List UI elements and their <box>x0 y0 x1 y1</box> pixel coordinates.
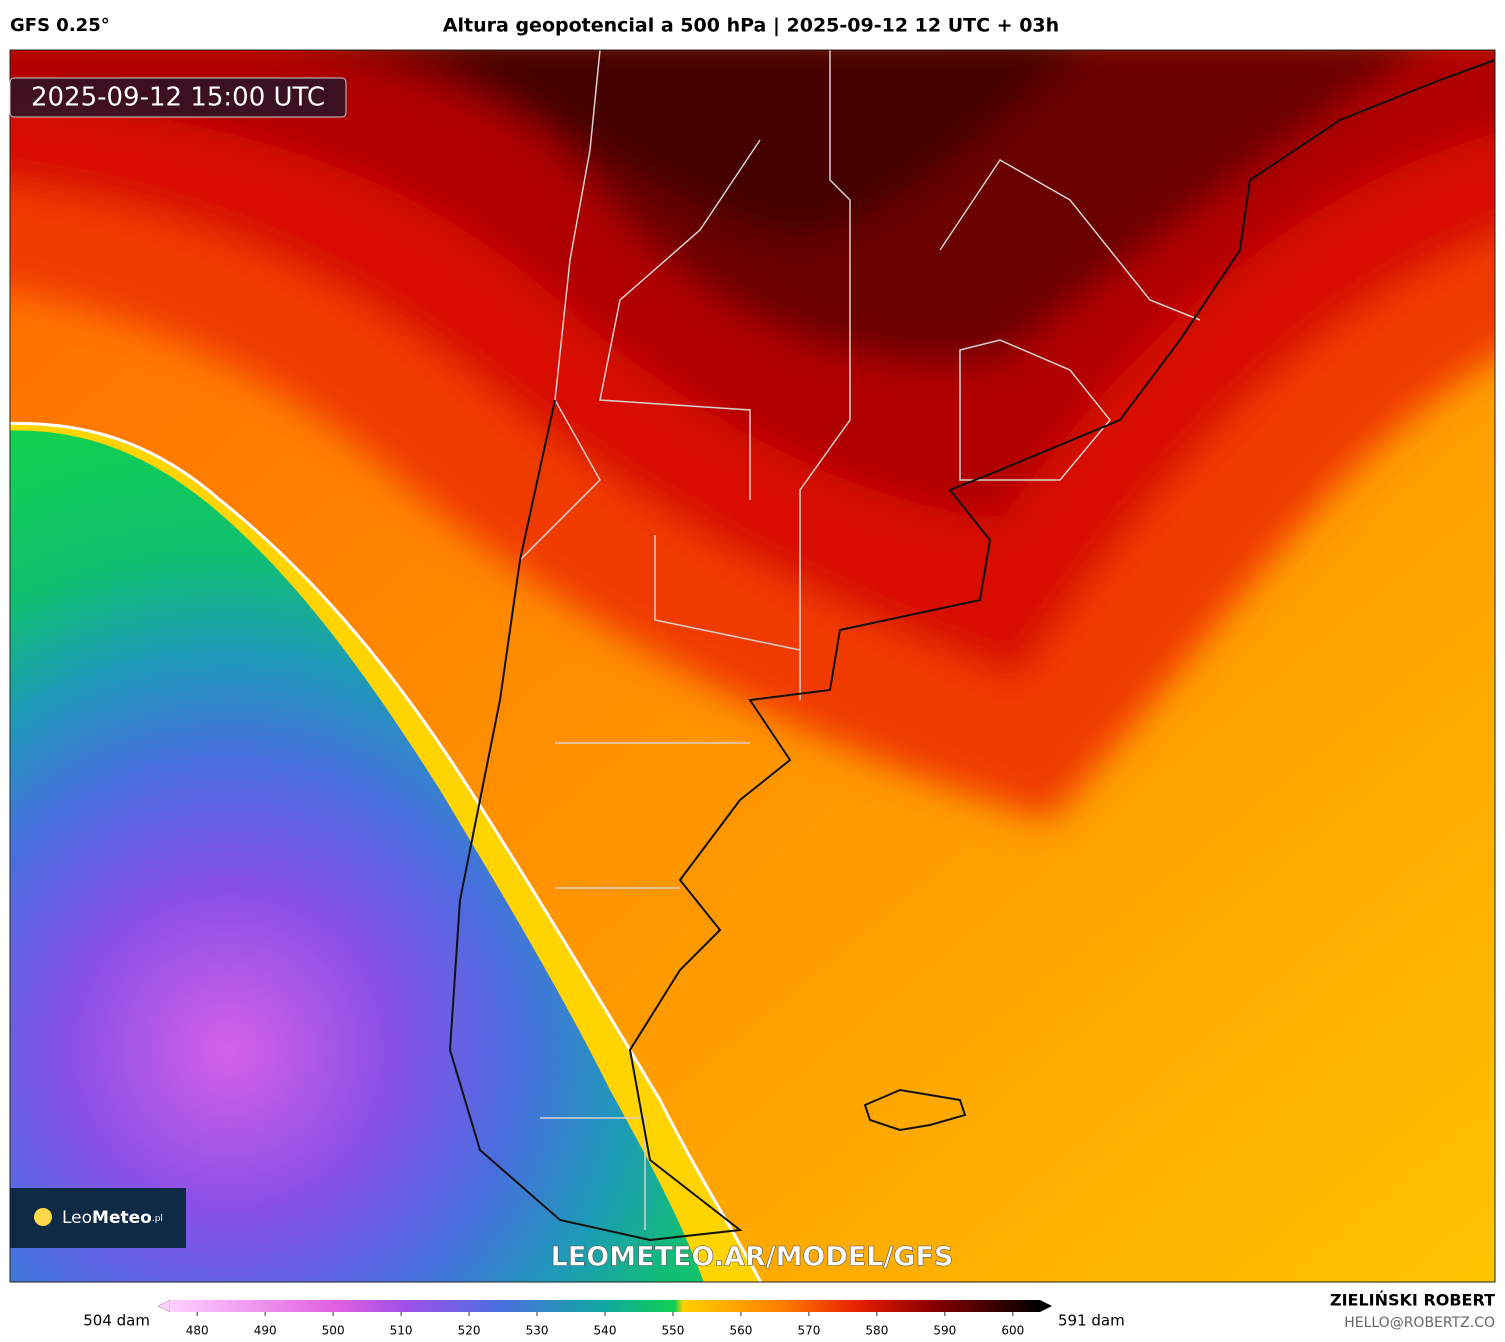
watermark: LEOMETEO.AR/MODEL/GFS <box>551 1242 954 1273</box>
colorbar-tick-label: 500 <box>322 1324 345 1338</box>
timestamp: 2025-09-12 15:00 UTC <box>31 83 325 113</box>
colorbar-max-arrow <box>1040 1300 1052 1312</box>
colorbar-min-arrow <box>157 1299 171 1313</box>
colorbar-tick-label: 480 <box>186 1324 209 1338</box>
logo: LeoMeteo.pl <box>62 1208 163 1228</box>
falkland-islands <box>863 1088 967 1132</box>
colorbar-max-label: 591 dam <box>1058 1312 1125 1330</box>
colorbar-tick-label: 520 <box>458 1324 481 1338</box>
colorbar-tick-label: 550 <box>662 1324 685 1338</box>
email: HELLO@ROBERTZ.CO <box>1344 1315 1495 1331</box>
colorbar-tick-label: 540 <box>594 1324 617 1338</box>
colorbar-gradient <box>170 1300 1040 1312</box>
colorbar-tick-label: 600 <box>1001 1324 1024 1338</box>
map <box>10 50 1495 1282</box>
height-field <box>10 50 1495 820</box>
colorbar-tick-label: 590 <box>933 1324 956 1338</box>
logo-light: Leo <box>62 1208 92 1228</box>
colorbar-tick-label: 560 <box>729 1324 752 1338</box>
colorbar-tick-label: 530 <box>526 1324 549 1338</box>
logo-sun <box>34 1208 52 1226</box>
colorbar-min-label: 504 dam <box>83 1312 150 1330</box>
trough-field <box>10 430 704 1282</box>
timestamp-box <box>9 77 347 118</box>
model-label: GFS 0.25° <box>10 15 110 36</box>
colorbar-tick-label: 490 <box>254 1324 277 1338</box>
colorbar: 480 490 500 510 520 530 540 550 560 570 580 590 600 <box>157 1299 1052 1338</box>
logo-suffix: .pl <box>152 1214 163 1224</box>
map-frame <box>9 49 1496 1283</box>
map-title: Altura geopotencial a 500 hPa | 2025-09-… <box>443 15 1059 37</box>
colorbar-tick-label: 570 <box>797 1324 820 1338</box>
colorbar-tick-label: 580 <box>865 1324 888 1338</box>
logo-bold: Meteo <box>92 1208 152 1228</box>
author: ZIELIŃSKI ROBERT <box>1330 1291 1495 1310</box>
colorbar-tick-label: 510 <box>390 1324 413 1338</box>
coastline <box>448 59 1495 1242</box>
